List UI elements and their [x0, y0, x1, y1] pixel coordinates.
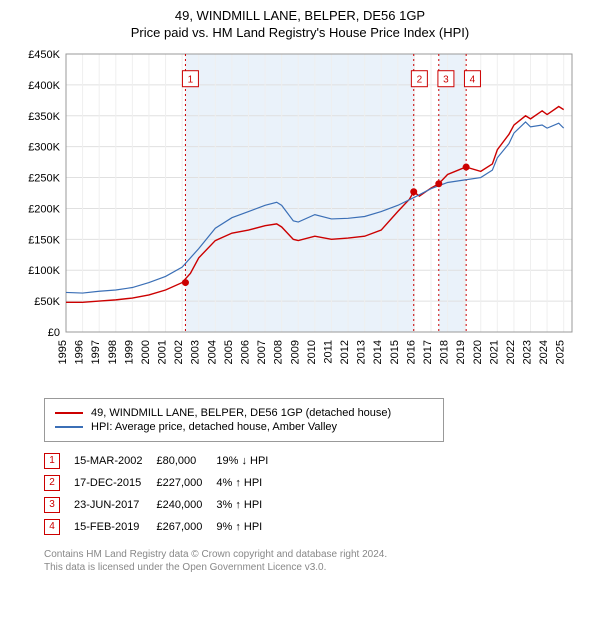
- transaction-point: [182, 279, 189, 286]
- legend-label: HPI: Average price, detached house, Ambe…: [91, 421, 337, 433]
- tx-price: £227,000: [156, 472, 216, 494]
- tx-marker-number: 3: [443, 75, 449, 86]
- table-row: 1 15-MAR-2002£80,00019% ↓ HPI: [44, 450, 282, 472]
- y-tick-label: £250K: [28, 173, 60, 185]
- tx-marker-cell: 4: [44, 519, 60, 535]
- y-tick-label: £100K: [28, 265, 60, 277]
- x-tick-label: 2020: [472, 340, 484, 364]
- x-tick-label: 2016: [405, 340, 417, 364]
- footer-attribution: Contains HM Land Registry data © Crown c…: [44, 548, 592, 574]
- tx-marker-cell: 1: [44, 453, 60, 469]
- x-tick-label: 2009: [289, 340, 301, 364]
- x-tick-label: 2007: [256, 340, 268, 364]
- transaction-point: [463, 164, 470, 171]
- tx-diff: 4% ↑ HPI: [216, 472, 282, 494]
- table-row: 4 15-FEB-2019£267,0009% ↑ HPI: [44, 516, 282, 538]
- x-tick-label: 1995: [57, 340, 69, 364]
- tx-marker-number: 4: [470, 75, 476, 86]
- tx-date: 15-MAR-2002: [74, 450, 156, 472]
- x-tick-label: 2019: [455, 340, 467, 364]
- transaction-point: [410, 188, 417, 195]
- tx-marker-cell: 3: [44, 497, 60, 513]
- transaction-point: [435, 180, 442, 187]
- x-tick-label: 2006: [239, 340, 251, 364]
- x-tick-label: 2012: [339, 340, 351, 364]
- chart-title: 49, WINDMILL LANE, BELPER, DE56 1GP: [8, 8, 592, 23]
- x-tick-label: 2002: [173, 340, 185, 364]
- legend-row: HPI: Average price, detached house, Ambe…: [55, 421, 433, 433]
- footer-line-1: Contains HM Land Registry data © Crown c…: [44, 548, 592, 561]
- x-tick-label: 2018: [439, 340, 451, 364]
- x-tick-label: 2025: [555, 340, 567, 364]
- x-tick-label: 2011: [322, 340, 334, 364]
- y-tick-label: £50K: [34, 296, 60, 308]
- x-tick-label: 2003: [190, 340, 202, 364]
- x-tick-label: 2017: [422, 340, 434, 364]
- tx-date: 17-DEC-2015: [74, 472, 156, 494]
- tx-marker-cell: 2: [44, 475, 60, 491]
- tx-diff: 3% ↑ HPI: [216, 494, 282, 516]
- legend-swatch: [55, 426, 83, 428]
- tx-price: £240,000: [156, 494, 216, 516]
- x-tick-label: 1999: [123, 340, 135, 364]
- x-tick-label: 2010: [306, 340, 318, 364]
- transactions-table: 1 15-MAR-2002£80,00019% ↓ HPI 2 17-DEC-2015…: [44, 450, 282, 538]
- x-tick-label: 2014: [372, 340, 384, 364]
- y-tick-label: £350K: [28, 111, 60, 123]
- owned-period-band: [439, 54, 466, 332]
- table-row: 2 17-DEC-2015£227,0004% ↑ HPI: [44, 472, 282, 494]
- y-tick-label: £150K: [28, 234, 60, 246]
- owned-period-band: [185, 54, 413, 332]
- tx-marker-number: 2: [417, 75, 423, 86]
- y-tick-label: £0: [48, 327, 60, 339]
- x-tick-label: 1998: [107, 340, 119, 364]
- x-tick-label: 2004: [206, 340, 218, 364]
- tx-diff: 9% ↑ HPI: [216, 516, 282, 538]
- x-tick-label: 2005: [223, 340, 235, 364]
- x-tick-label: 2024: [538, 340, 550, 364]
- x-tick-label: 2015: [389, 340, 401, 364]
- x-tick-label: 1997: [90, 340, 102, 364]
- legend-row: 49, WINDMILL LANE, BELPER, DE56 1GP (det…: [55, 407, 433, 419]
- legend-swatch: [55, 412, 83, 414]
- x-tick-label: 2000: [140, 340, 152, 364]
- x-tick-label: 2001: [157, 340, 169, 364]
- tx-price: £267,000: [156, 516, 216, 538]
- chart-subtitle: Price paid vs. HM Land Registry's House …: [8, 25, 592, 40]
- footer-line-2: This data is licensed under the Open Gov…: [44, 561, 592, 574]
- tx-diff: 19% ↓ HPI: [216, 450, 282, 472]
- chart-container: £0 £50K £100K £150K £200K £250K £300K £350K £400…: [20, 48, 580, 388]
- table-row: 3 23-JUN-2017£240,0003% ↑ HPI: [44, 494, 282, 516]
- x-tick-label: 2023: [522, 340, 534, 364]
- tx-price: £80,000: [156, 450, 216, 472]
- line-chart: £0 £50K £100K £150K £200K £250K £300K £350K £400…: [20, 48, 580, 388]
- legend-label: 49, WINDMILL LANE, BELPER, DE56 1GP (det…: [91, 407, 391, 419]
- x-tick-label: 2021: [488, 340, 500, 364]
- tx-marker-number: 1: [188, 75, 194, 86]
- x-tick-label: 2008: [273, 340, 285, 364]
- tx-date: 23-JUN-2017: [74, 494, 156, 516]
- legend: 49, WINDMILL LANE, BELPER, DE56 1GP (det…: [44, 398, 444, 442]
- y-tick-label: £400K: [28, 80, 60, 92]
- y-tick-label: £300K: [28, 142, 60, 154]
- tx-date: 15-FEB-2019: [74, 516, 156, 538]
- x-tick-label: 1996: [74, 340, 86, 364]
- y-tick-label: £200K: [28, 203, 60, 215]
- x-tick-label: 2013: [356, 340, 368, 364]
- x-tick-label: 2022: [505, 340, 517, 364]
- y-tick-label: £450K: [28, 49, 60, 61]
